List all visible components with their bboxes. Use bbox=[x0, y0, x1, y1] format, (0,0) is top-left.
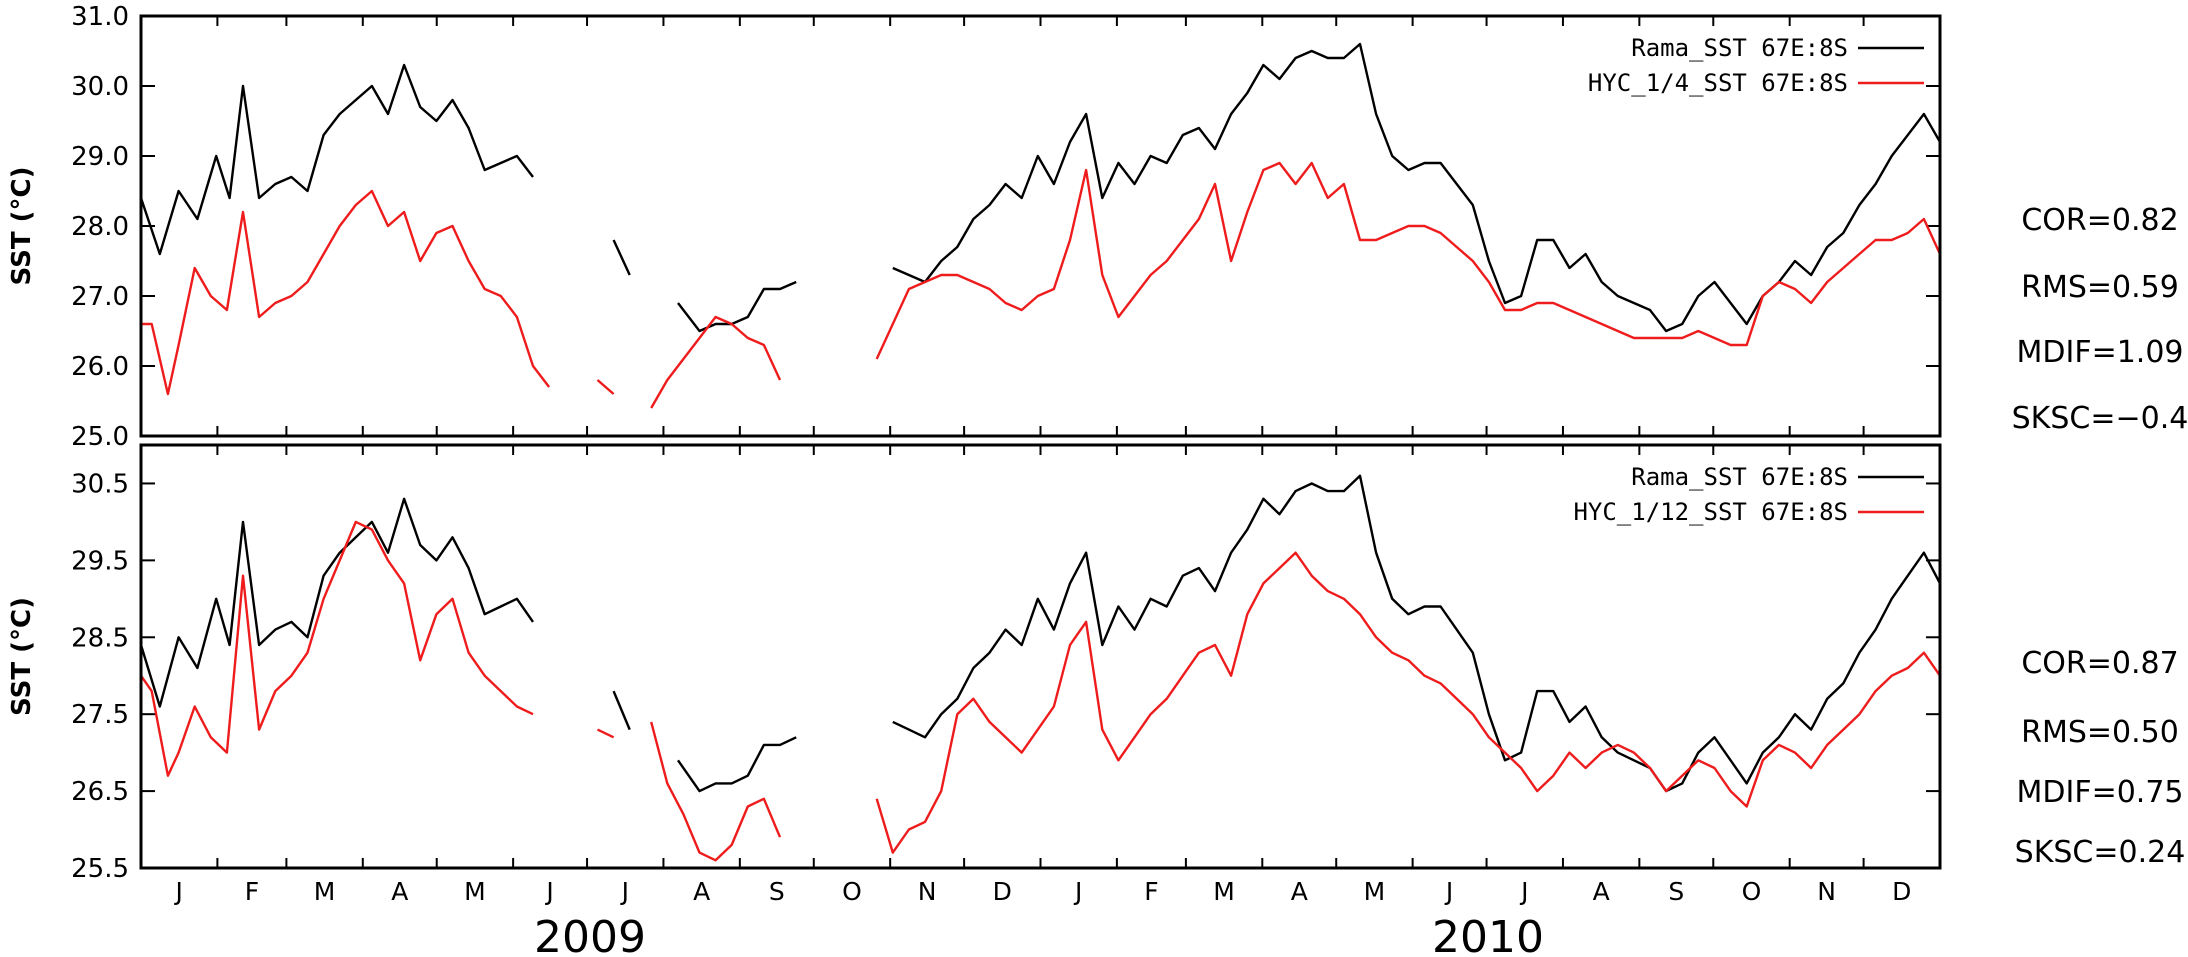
series-line-rama bbox=[677, 736, 797, 793]
x-month-label: J bbox=[544, 877, 553, 906]
y-tick-label: 28.5 bbox=[71, 623, 129, 653]
series-line-rama bbox=[892, 474, 1942, 793]
y-tick-label: 29.5 bbox=[71, 546, 129, 576]
x-month-label: J bbox=[1519, 877, 1528, 906]
series-line-hycom bbox=[875, 551, 1941, 854]
y-tick-label: 30.0 bbox=[71, 72, 129, 102]
x-year-label: 2009 bbox=[534, 912, 646, 957]
legend-label: HYC_1/12_SST 67E:8S bbox=[1573, 498, 1848, 526]
stat-label: COR=0.87 bbox=[2021, 646, 2178, 681]
x-month-label: M bbox=[464, 877, 486, 906]
series-line-hycom bbox=[596, 379, 615, 395]
y-tick-label: 28.0 bbox=[71, 212, 129, 242]
stat-label: SKSC=0.24 bbox=[2015, 835, 2186, 870]
stat-label: RMS=0.50 bbox=[2021, 715, 2179, 750]
x-month-label: J bbox=[620, 877, 629, 906]
series-line-hycom bbox=[596, 728, 615, 739]
y-tick-label: 25.0 bbox=[71, 422, 129, 452]
x-month-label: M bbox=[1364, 877, 1386, 906]
x-month-label: A bbox=[391, 877, 408, 906]
y-tick-label: 27.0 bbox=[71, 282, 129, 312]
y-tick-label: 31.0 bbox=[71, 2, 129, 32]
y-axis-title: SST (°C) bbox=[7, 597, 37, 716]
x-month-label: F bbox=[245, 877, 259, 906]
y-axis-title: SST (°C) bbox=[7, 167, 37, 286]
x-month-label: A bbox=[1291, 877, 1308, 906]
x-month-label: A bbox=[693, 877, 710, 906]
y-tick-label: 27.5 bbox=[71, 700, 129, 730]
x-year-label: 2010 bbox=[1432, 912, 1544, 957]
x-month-label: A bbox=[1593, 877, 1610, 906]
x-month-label: O bbox=[1742, 877, 1762, 906]
x-month-label: J bbox=[174, 877, 183, 906]
series-line-hycom bbox=[650, 721, 782, 862]
series-line-rama bbox=[612, 690, 631, 731]
stat-label: SKSC=−0.4 bbox=[2012, 401, 2188, 436]
stat-label: MDIF=1.09 bbox=[2016, 335, 2183, 370]
x-month-label: D bbox=[1892, 877, 1911, 906]
series-line-rama bbox=[139, 63, 534, 256]
x-month-label: F bbox=[1144, 877, 1158, 906]
y-tick-label: 26.0 bbox=[71, 352, 129, 382]
series-line-hycom bbox=[141, 189, 551, 396]
y-tick-label: 29.0 bbox=[71, 142, 129, 172]
x-month-label: M bbox=[314, 877, 336, 906]
stat-label: MDIF=0.75 bbox=[2016, 775, 2183, 810]
x-month-label: O bbox=[842, 877, 862, 906]
series-line-hycom bbox=[650, 315, 782, 409]
legend-label: Rama_SST 67E:8S bbox=[1631, 34, 1848, 62]
stat-label: RMS=0.59 bbox=[2021, 270, 2179, 305]
series-line-rama bbox=[677, 280, 797, 333]
x-month-label: S bbox=[1668, 877, 1684, 906]
series-line-rama bbox=[612, 239, 631, 276]
legend-label: HYC_1/4_SST 67E:8S bbox=[1588, 69, 1848, 97]
x-month-label: N bbox=[918, 877, 937, 906]
series-line-rama bbox=[139, 497, 534, 708]
y-tick-label: 25.5 bbox=[71, 854, 129, 884]
x-month-label: J bbox=[1073, 877, 1082, 906]
x-month-label: J bbox=[1444, 877, 1453, 906]
x-month-label: M bbox=[1213, 877, 1235, 906]
x-month-label: S bbox=[769, 877, 785, 906]
legend-label: Rama_SST 67E:8S bbox=[1631, 463, 1848, 491]
plot-frame bbox=[139, 443, 1942, 870]
series-line-hycom bbox=[875, 161, 1942, 360]
y-tick-label: 30.5 bbox=[71, 469, 129, 499]
y-tick-label: 26.5 bbox=[71, 777, 129, 807]
stat-label: COR=0.82 bbox=[2021, 203, 2178, 238]
x-month-label: N bbox=[1817, 877, 1836, 906]
plot-frame bbox=[139, 14, 1942, 438]
x-month-label: D bbox=[993, 877, 1012, 906]
series-line-hycom bbox=[140, 520, 534, 777]
